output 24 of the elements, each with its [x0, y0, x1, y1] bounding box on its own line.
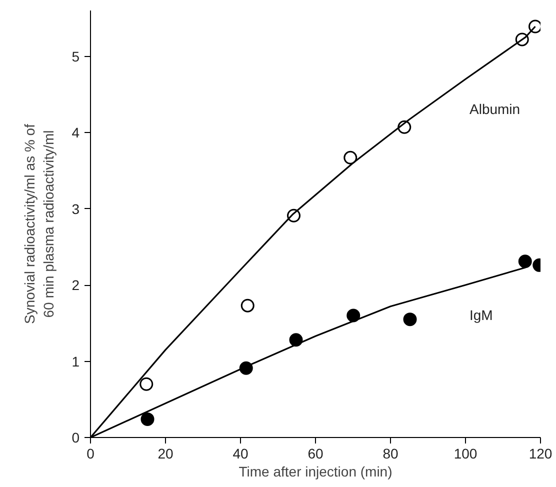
y-tick-label: 4: [72, 124, 80, 140]
x-tick-label: 120: [528, 446, 552, 462]
y-tick-label: 3: [72, 200, 80, 217]
y-tick-label: 1: [72, 353, 80, 370]
y-axis-title: Synovial radioactivity/ml as % of 60 min plasma radioactivity/ml: [22, 124, 57, 324]
x-axis-title: Time after injection (min): [238, 464, 392, 480]
point: [518, 254, 532, 268]
x-tick-label: 100: [454, 446, 478, 462]
point: [140, 377, 154, 391]
point: [346, 308, 360, 322]
y-tick-label: 0: [72, 430, 80, 446]
x-tick-label: 40: [232, 446, 248, 462]
x-tick-label: 60: [308, 446, 324, 462]
y-tick-label: 2: [72, 277, 80, 293]
x-tick-label: 0: [86, 446, 95, 462]
series-label: IgM: [470, 307, 493, 323]
x-tick-label: 80: [382, 446, 398, 462]
y-tick-label: 5: [72, 48, 80, 64]
series-label: Albumin: [470, 101, 520, 118]
point: [403, 312, 417, 326]
point: [140, 412, 154, 426]
point: [240, 298, 254, 312]
point: [344, 150, 358, 164]
x-tick-label: 20: [158, 446, 174, 462]
